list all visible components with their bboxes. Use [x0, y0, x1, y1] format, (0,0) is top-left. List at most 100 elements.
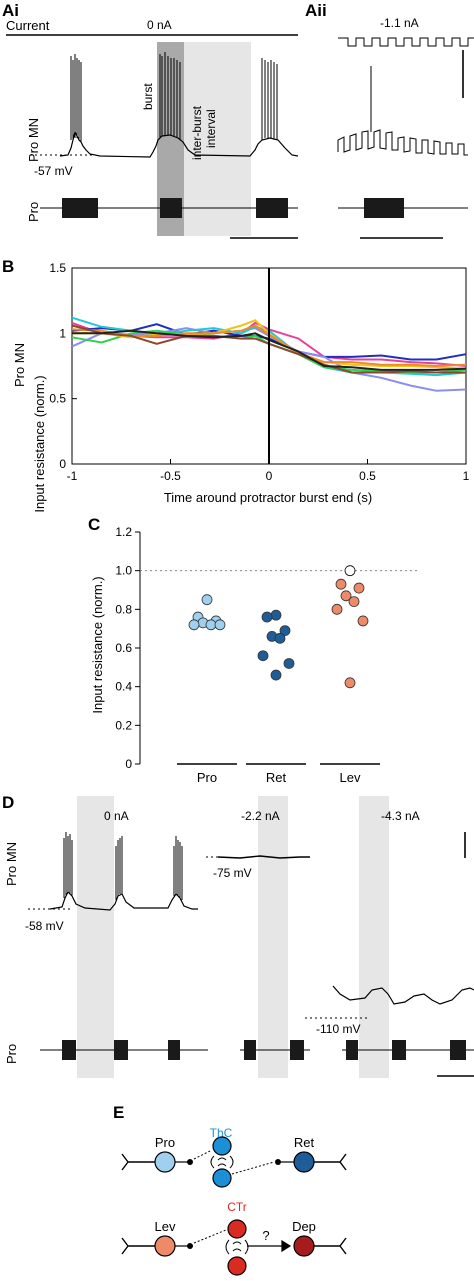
c-data-point: [344, 565, 356, 577]
c-data-point: [214, 619, 226, 631]
lev-neuron: [154, 1235, 176, 1257]
d-potential-1: -58 mV: [25, 919, 64, 933]
c-ytick-label: 0.6: [115, 641, 132, 655]
c-data-point: [274, 632, 286, 644]
c-ytick-label: 0.8: [115, 602, 132, 616]
c-data-point: [261, 611, 273, 623]
thc-neuron-lower: [212, 1168, 232, 1188]
ctr-neuron-upper: [227, 1219, 247, 1239]
pro-nerve-bursts: [62, 198, 288, 218]
d-current-3: -4.3 nA: [381, 809, 420, 823]
c-data-point: [270, 669, 282, 681]
c-points: [188, 565, 369, 689]
aii-membrane-trace: [337, 129, 468, 156]
b-series: [71, 316, 467, 392]
interval-label-line2: interval: [204, 109, 218, 148]
c-ytick-label: 0.2: [115, 718, 132, 732]
d-mn-trace-1: [49, 890, 198, 911]
b-ytick-label: 1.5: [49, 261, 66, 275]
c-ytick-label: 1.0: [115, 564, 132, 578]
mn-spikes: [70, 52, 278, 142]
c-category-label: Lev: [340, 770, 361, 785]
ctr-neuron-lower: [227, 1256, 247, 1276]
c-data-point: [257, 650, 269, 662]
c-data-point: [283, 658, 295, 669]
ctr-dep-arrow: [247, 1239, 292, 1253]
d-current-2: -2.2 nA: [241, 809, 280, 823]
d-shade-2: [258, 796, 288, 1078]
ret-synapse-dot: [275, 1159, 281, 1165]
thc-neuron-upper: [212, 1136, 232, 1156]
d-potential-2: -75 mV: [213, 866, 252, 880]
interval-label-line1: inter-burst: [190, 105, 204, 160]
inter-burst-shade: [184, 42, 251, 236]
lev-axon: [121, 1237, 157, 1255]
b-ytick-label: 0: [59, 457, 66, 471]
panel-label-aii: Aii: [305, 1, 327, 20]
b-xtick-label: -0.5: [160, 469, 181, 483]
panel-e: E ThC Pro Ret CTr Lev Dep ?: [113, 1103, 347, 1276]
pulse-train: [338, 37, 474, 47]
b-series-line: [71, 324, 467, 368]
b-xlabel: Time around protractor burst end (s): [164, 490, 372, 505]
row-label-pro-mn: Pro MN: [26, 118, 41, 162]
ctr-inhibition-arcs: [225, 1239, 249, 1255]
dep-axon: [314, 1237, 347, 1255]
pro-neuron: [154, 1151, 176, 1173]
lev-synapse-dot: [187, 1243, 193, 1249]
question-mark: ?: [262, 1228, 269, 1243]
b-xtick-label: -1: [67, 469, 78, 483]
burst-label: burst: [141, 83, 155, 110]
c-ytick-label: 0.4: [115, 680, 132, 694]
aii-nerve-burst: [364, 198, 404, 218]
ret-dashed-link: [231, 1161, 275, 1175]
panel-label-c: C: [88, 515, 100, 534]
b-axes: 0 0.5 1 1.5 -1 -0.5 0 0.5 1: [49, 261, 469, 483]
d-shade-3: [359, 796, 389, 1078]
c-data-point: [353, 582, 365, 594]
c-ytick-label: 1.2: [115, 525, 132, 539]
thc-inhibition-arcs: [210, 1155, 234, 1169]
b-series-line: [71, 327, 467, 392]
c-data-point: [331, 603, 343, 615]
panel-label-e: E: [113, 1103, 124, 1122]
c-data-point: [201, 594, 213, 606]
pro-dashed-link: [193, 1149, 213, 1160]
c-data-point: [279, 625, 291, 636]
b-ylabel: Input resistance (norm.): [32, 375, 47, 512]
dep-node-label: Dep: [292, 1219, 316, 1234]
panel-label-b: B: [2, 257, 14, 276]
b-ytick-label: 1: [59, 326, 66, 340]
d-row-label-pro: Pro: [4, 1044, 19, 1064]
panel-c: C Input resistance (norm.) 0 0.2 0.4 0.6 0.8…: [88, 515, 420, 785]
d-current-1: 0 nA: [104, 809, 129, 823]
c-data-point: [335, 578, 347, 590]
lev-dashed-link: [193, 1229, 227, 1244]
panel-label-ai: Ai: [2, 1, 19, 20]
c-data-point: [205, 619, 217, 631]
d-potential-3: -110 mV: [316, 1022, 360, 1036]
ret-node-label: Ret: [294, 1135, 315, 1150]
c-axes: 0 0.2 0.4 0.6 0.8 1.0 1.2 Pro Ret Lev: [115, 525, 380, 785]
panel-d: D 0 nA -2.2 nA -4.3 nA Pro MN Pro -58 mV…: [2, 793, 474, 1078]
b-ytick-label: 0.5: [49, 392, 66, 406]
c-category-label: Pro: [197, 770, 217, 785]
d-row-label-pro-mn: Pro MN: [4, 842, 19, 886]
b-xtick-label: 1: [463, 469, 470, 483]
c-data-point: [357, 615, 369, 627]
b-ylabel-row: Pro MN: [12, 343, 27, 387]
panel-a: Ai Aii Current 0 nA -1.1 nA Pro MN Pro b…: [2, 1, 474, 239]
thc-label: ThC: [210, 1126, 233, 1140]
pro-node-label: Pro: [155, 1135, 175, 1150]
ret-axon: [314, 1153, 347, 1171]
c-ytick-label: 0: [125, 757, 132, 771]
panel-b: B Input resistance (norm.) Pro MN Time a…: [2, 257, 470, 513]
lev-node-label: Lev: [155, 1219, 176, 1234]
c-data-point: [348, 596, 360, 607]
pro-synapse-dot: [187, 1159, 193, 1165]
c-ylabel: Input resistance (norm.): [90, 576, 105, 713]
b-series-line: [72, 329, 467, 371]
d-mn-trace-2: [217, 855, 310, 859]
current-label: Current: [6, 18, 50, 33]
d-shade-1: [77, 796, 114, 1078]
